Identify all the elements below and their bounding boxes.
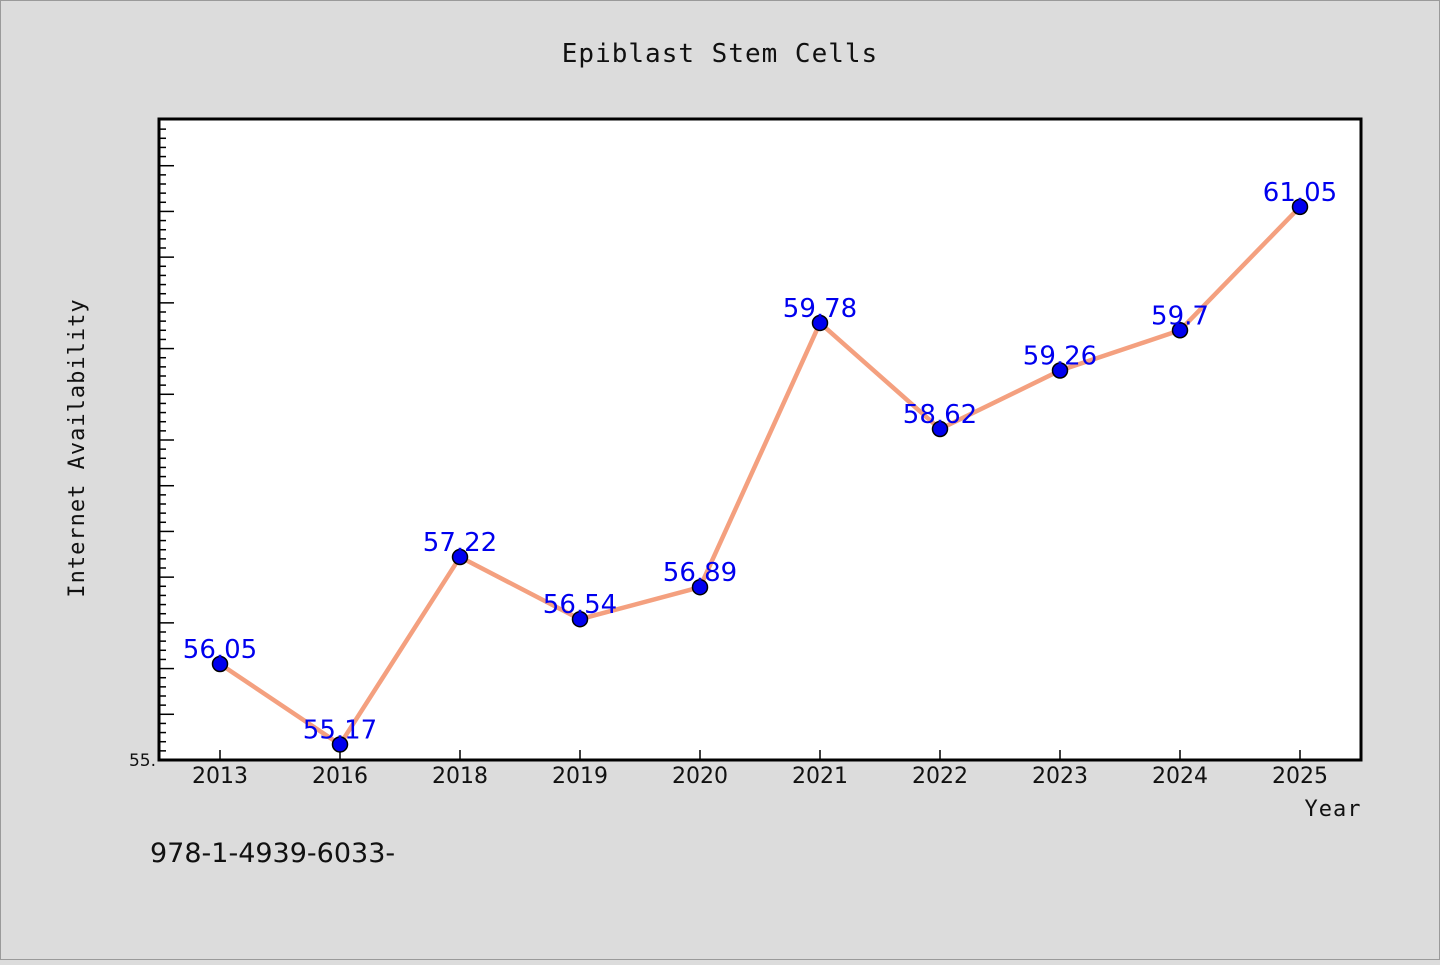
x-axis-ticks: 2013 2016 2018 2019 2020 2021 2022 2023 2024 2025 [192, 750, 1328, 789]
y-tick-label: 55. [129, 751, 156, 771]
x-tick-label: 2021 [792, 764, 848, 789]
data-label: 56.54 [543, 590, 617, 620]
y-axis-ticks: 55. [129, 128, 174, 771]
data-point [331, 736, 349, 753]
data-labels-group: 56.05 55.17 57.22 56.54 56.89 59.78 58.62 59.26… [183, 178, 1337, 746]
x-tick-label: 2023 [1032, 764, 1088, 789]
data-label: 61.05 [1263, 178, 1337, 208]
data-label: 55.17 [303, 715, 377, 745]
series-line-group [217, 204, 1303, 747]
data-label: 58.62 [903, 400, 977, 430]
plot-area [157, 117, 1363, 762]
x-tick-label: 2022 [912, 764, 968, 789]
data-points-group [211, 198, 1309, 753]
x-tick-label: 2016 [312, 764, 368, 789]
y-axis-label: Internet Availability [65, 298, 90, 597]
data-point [1051, 362, 1069, 379]
data-point [571, 610, 589, 628]
series-line [217, 204, 1303, 747]
data-label: 56.05 [183, 635, 257, 665]
x-tick-label: 2013 [192, 764, 248, 789]
x-tick-label: 2024 [1152, 764, 1208, 789]
x-axis-label: Year [1305, 797, 1362, 822]
x-tick-label: 2018 [432, 764, 488, 789]
chart-title: Epiblast Stem Cells [562, 39, 878, 69]
x-tick-label: 2020 [672, 764, 728, 789]
data-label: 56.89 [663, 558, 737, 588]
data-label: 59.7 [1151, 301, 1209, 331]
data-point [931, 420, 949, 438]
footer-identifier: 978-1-4939-6033- [150, 838, 395, 869]
x-tick-label: 2019 [552, 764, 608, 789]
data-point [1291, 198, 1309, 216]
data-point [691, 578, 709, 596]
data-point [211, 655, 229, 673]
data-point [1171, 322, 1189, 339]
data-label: 59.26 [1023, 342, 1097, 372]
data-point [811, 314, 829, 332]
data-point [451, 548, 469, 566]
data-label: 57.22 [423, 528, 497, 558]
x-tick-label: 2025 [1272, 764, 1328, 789]
data-label: 59.78 [783, 294, 857, 324]
